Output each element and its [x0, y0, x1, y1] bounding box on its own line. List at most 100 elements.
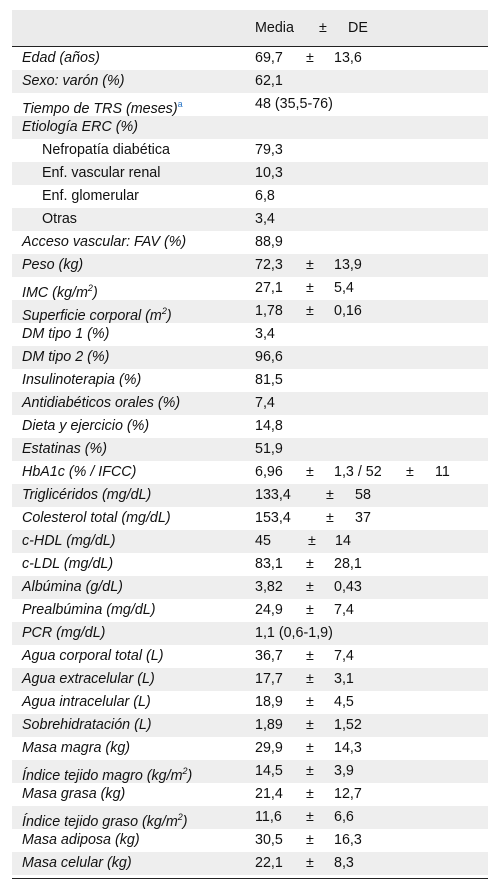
value-sd: 12,7	[334, 786, 362, 802]
row-label: Triglicéridos (mg/dL)	[22, 484, 151, 507]
value-plus-minus: ±	[306, 464, 314, 480]
value-mean: 30,5	[255, 832, 283, 848]
row-label-text: Enf. glomerular	[42, 188, 139, 204]
row-label: IMC (kg/m2)	[22, 277, 98, 305]
value-mean: 88,9	[255, 234, 283, 250]
table-row: Enf. glomerular 6,8	[12, 185, 488, 208]
row-label: HbA1c (% / IFCC)	[22, 461, 136, 484]
value-plus-minus: ±	[306, 855, 314, 871]
value-sd: 7,4	[334, 602, 354, 618]
row-label-suffix: )	[166, 308, 172, 324]
value-mean: 6,96	[255, 464, 283, 480]
row-label-text: Insulinoterapia (%)	[22, 372, 142, 388]
value-plus-minus: ±	[306, 303, 314, 319]
table-bottom-rule	[12, 878, 488, 879]
row-label: Índice tejido magro (kg/m2)	[22, 760, 192, 788]
row-label: PCR (mg/dL)	[22, 622, 105, 645]
table-row: Estatinas (%) 51,9	[12, 438, 488, 461]
row-label: Masa celular (kg)	[22, 852, 132, 875]
table-row: Prealbúmina (mg/dL) 24,9 ±7,4	[12, 599, 488, 622]
row-label-text: Etiología ERC (%)	[22, 119, 139, 135]
table-row: c-LDL (mg/dL) 83,1 ±28,1	[12, 553, 488, 576]
data-table: Media ± DE Edad (años) 69,7 ±13,6 Sexo: var…	[12, 10, 488, 879]
value-mean: 24,9	[255, 602, 283, 618]
table-row: Tiempo de TRS (meses)a 48 (35,5-76)	[12, 93, 488, 117]
value-mean: 36,7	[255, 648, 283, 664]
row-label: Acceso vascular: FAV (%)	[22, 231, 186, 254]
value-sd: 14,3	[334, 740, 362, 756]
row-label-text: Masa magra (kg)	[22, 740, 131, 756]
table-row: Masa magra (kg) 29,9 ±14,3	[12, 737, 488, 760]
row-label: Masa magra (kg)	[22, 737, 130, 760]
value-sd: 8,3	[334, 855, 354, 871]
row-label-suffix: )	[92, 285, 98, 301]
row-label-suffix: )	[187, 768, 193, 784]
value-sd: 13,6	[334, 50, 362, 66]
table-row: Peso (kg) 72,3 ±13,9	[12, 254, 488, 277]
row-label-text: Masa grasa (kg)	[22, 786, 126, 802]
row-label: Albúmina (g/dL)	[22, 576, 123, 599]
row-label-text: Albúmina (g/dL)	[22, 579, 123, 595]
footnote-marker: a	[177, 99, 183, 109]
value-plus-minus: ±	[306, 50, 314, 66]
table-row: IMC (kg/m2) 27,1 ±5,4	[12, 277, 488, 301]
table-row: DM tipo 1 (%) 3,4	[12, 323, 488, 346]
row-label-text: Acceso vascular: FAV (%)	[22, 234, 187, 250]
value-mean: 83,1	[255, 556, 283, 572]
row-label-text: Dieta y ejercicio (%)	[22, 418, 150, 434]
row-label-text: Sobrehidratación (L)	[22, 717, 152, 733]
value-mean: 14,5	[255, 763, 283, 779]
value-plus-minus: ±	[306, 809, 314, 825]
row-label: Sexo: varón (%)	[22, 70, 125, 93]
table-row: Agua extracelular (L) 17,7 ±3,1	[12, 668, 488, 691]
value-mean: 18,9	[255, 694, 283, 710]
value-mean: 17,7	[255, 671, 283, 687]
table-row: Nefropatía diabética 79,3	[12, 139, 488, 162]
table-row: Masa celular (kg) 22,1 ±8,3	[12, 852, 488, 875]
value-mean: 3,4	[255, 326, 275, 342]
row-label-text: HbA1c (% / IFCC)	[22, 464, 137, 480]
row-label-text: Masa celular (kg)	[22, 855, 132, 871]
value-mean: 27,1	[255, 280, 283, 296]
table-row: HbA1c (% / IFCC) 6,96 ±1,3 / 52 ±11	[12, 461, 488, 484]
row-label: c-LDL (mg/dL)	[22, 553, 113, 576]
table-row: Masa grasa (kg) 21,4 ±12,7	[12, 783, 488, 806]
value-mean: 10,3	[255, 165, 283, 181]
row-label: DM tipo 1 (%)	[22, 323, 109, 346]
row-label-superscript: 2	[182, 766, 188, 776]
value-sd: 16,3	[334, 832, 362, 848]
row-label: Insulinoterapia (%)	[22, 369, 141, 392]
table-row: Superficie corporal (m2) 1,78 ±0,16	[12, 300, 488, 324]
row-label-superscript: 2	[161, 306, 167, 316]
value-plus-minus: ±	[306, 257, 314, 273]
table-row: PCR (mg/dL) 1,1 (0,6-1,9)	[12, 622, 488, 645]
row-label-text: Peso (kg)	[22, 257, 84, 273]
row-label: Nefropatía diabética	[42, 139, 170, 162]
value-mean: 51,9	[255, 441, 283, 457]
header-plus-minus: ±	[319, 20, 327, 36]
table-row: Masa adiposa (kg) 30,5 ±16,3	[12, 829, 488, 852]
row-label: Estatinas (%)	[22, 438, 107, 461]
row-label-text: Edad (años)	[22, 50, 100, 66]
row-label-text: Tiempo de TRS (meses)	[22, 101, 178, 117]
row-label: Índice tejido graso (kg/m2)	[22, 806, 188, 834]
table-row: DM tipo 2 (%) 96,6	[12, 346, 488, 369]
value-plus-minus: ±	[326, 510, 334, 526]
row-label: Masa adiposa (kg)	[22, 829, 140, 852]
row-label-text: Masa adiposa (kg)	[22, 832, 140, 848]
value-sd: 28,1	[334, 556, 362, 572]
row-label: Antidiabéticos orales (%)	[22, 392, 180, 415]
value-sd: 7,4	[334, 648, 354, 664]
value-plus-minus: ±	[326, 487, 334, 503]
table-row: Albúmina (g/dL) 3,82 ±0,43	[12, 576, 488, 599]
table-row: Sobrehidratación (L) 1,89 ±1,52	[12, 714, 488, 737]
table-row: Dieta y ejercicio (%) 14,8	[12, 415, 488, 438]
value-sd: 0,43	[334, 579, 362, 595]
value-sd: 3,9	[334, 763, 354, 779]
table-row: Otras 3,4	[12, 208, 488, 231]
row-label: Agua extracelular (L)	[22, 668, 155, 691]
row-label-suffix: )	[182, 814, 188, 830]
value-mean: 3,82	[255, 579, 283, 595]
value-plus-minus-2: ±	[406, 464, 414, 480]
row-label-text: Agua extracelular (L)	[22, 671, 155, 687]
